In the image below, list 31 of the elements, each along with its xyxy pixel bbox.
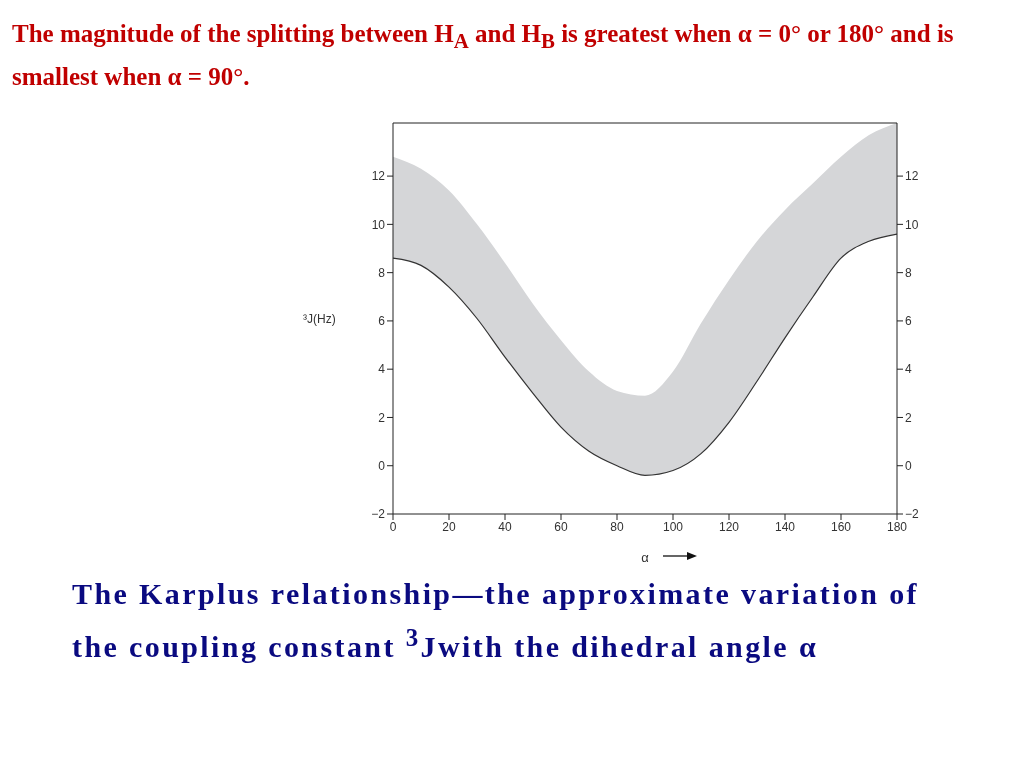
y2-tick-label: 6 — [905, 314, 912, 329]
y-tick-label: 8 — [378, 265, 386, 280]
y2-tick-label: 12 — [905, 169, 919, 184]
y-axis-title: ³J(Hz) — [303, 311, 336, 326]
y-tick-label: 4 — [378, 362, 386, 377]
y2-tick-label: 4 — [905, 362, 912, 377]
x-tick-label: 120 — [718, 519, 740, 534]
x-tick-label: 40 — [498, 519, 512, 534]
x-tick-label: 160 — [830, 519, 852, 534]
x-tick-label: 180 — [886, 519, 908, 534]
y-tick-label: −2 — [371, 507, 386, 522]
x-tick-label: 100 — [662, 519, 684, 534]
x-tick-label: 60 — [554, 519, 568, 534]
line-series — [393, 233, 897, 476]
y2-tick-label: 0 — [905, 458, 912, 473]
y2-tick-label: 8 — [905, 265, 912, 280]
text: The Karplus relationship—the approximate variation of the coupling constant $^{3}$Jwith the dihedral angle α — [72, 576, 920, 665]
x-tick-label: 140 — [774, 519, 796, 534]
x-tick-label: 20 — [442, 519, 456, 534]
y-tick-label: 6 — [378, 314, 386, 329]
y-tick-label: 12 — [371, 169, 386, 184]
y-tick-label: 2 — [378, 410, 386, 425]
x-tick-label: 0 — [389, 519, 397, 534]
y2-tick-label: 10 — [905, 217, 919, 232]
y2-tick-label: 2 — [905, 410, 912, 425]
x-axis-title: α — [641, 550, 650, 565]
chart-title: The magnitude of the splitting between H$_{A}$ and H$_{B}$ is greatest when α = 0° or 180° and is smallest when α = 90°. — [12, 20, 954, 90]
y-tick-label: 0 — [378, 458, 386, 473]
y2-tick-label: −2 — [905, 507, 920, 522]
y-tick-label: 10 — [371, 217, 386, 232]
x-tick-label: 80 — [610, 519, 624, 534]
